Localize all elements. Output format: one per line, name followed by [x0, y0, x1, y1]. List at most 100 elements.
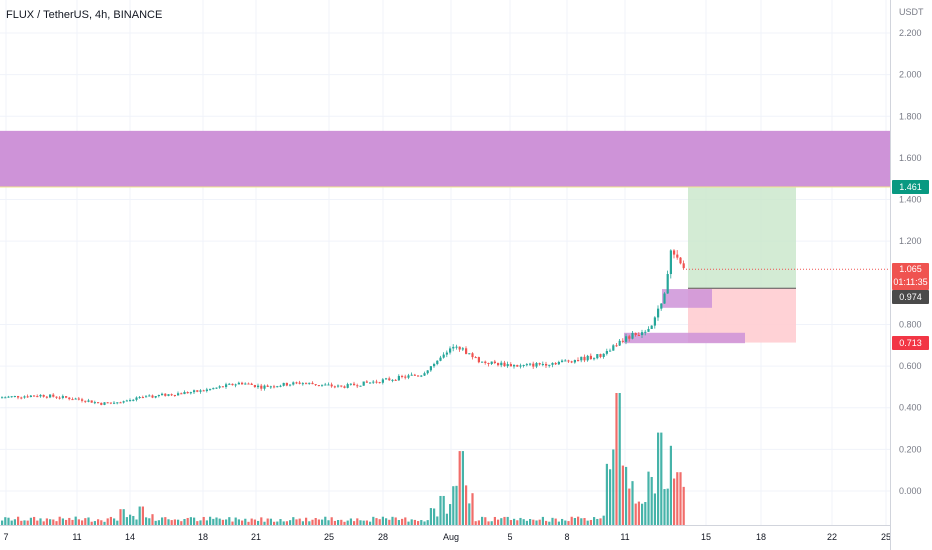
volume-bar: [564, 520, 567, 525]
y-tick-label: 1.200: [899, 236, 922, 246]
candle-body: [577, 360, 580, 362]
candle-body: [260, 385, 263, 389]
volume-bar: [429, 508, 432, 525]
candle-body: [407, 375, 410, 378]
candle-body: [218, 386, 221, 388]
volume-bar: [609, 469, 612, 525]
candle-body: [484, 361, 487, 364]
volume-bar: [317, 519, 320, 525]
volume-bar: [221, 519, 224, 525]
volume-bar: [577, 516, 580, 525]
candle-body: [564, 360, 567, 362]
volume-bar: [365, 520, 368, 525]
volume-bar: [20, 520, 23, 525]
volume-bar: [503, 516, 506, 525]
volume-bar: [628, 488, 631, 525]
volume-bar: [29, 517, 32, 525]
volume-bar: [666, 488, 669, 525]
volume-bar: [151, 514, 154, 525]
candle-body: [173, 394, 176, 396]
candle-body: [573, 360, 576, 363]
x-tick-label: 18: [756, 532, 766, 542]
candle-body: [452, 346, 455, 349]
candle-body: [170, 394, 173, 396]
volume-bar: [589, 519, 592, 525]
x-tick-label: 11: [620, 532, 629, 542]
volume-bar: [119, 509, 122, 525]
x-tick-label: 14: [125, 532, 135, 542]
entry-price-text: 0.974: [899, 292, 922, 302]
volume-bar: [420, 520, 423, 525]
candle-body: [468, 353, 471, 355]
volume-bar: [567, 521, 570, 525]
candle-body: [397, 375, 400, 381]
candle-body: [519, 365, 522, 367]
volume-bar: [141, 506, 144, 525]
candle-body: [378, 382, 381, 384]
volume-bar: [33, 516, 36, 525]
volume-bar: [257, 520, 260, 525]
candle-body: [106, 402, 109, 404]
volume-bar: [580, 518, 583, 525]
volume-bar: [468, 503, 471, 525]
stop-price-text: 0.713: [899, 338, 922, 348]
volume-bar: [52, 519, 55, 525]
volume-bar: [343, 521, 346, 525]
candle-body: [490, 361, 493, 364]
x-tick-label: 15: [701, 532, 711, 542]
x-tick-label: Aug: [443, 532, 459, 542]
candle-body: [401, 375, 404, 377]
volume-bar: [340, 519, 343, 525]
candle-body: [599, 354, 602, 357]
volume-bar: [237, 519, 240, 525]
y-tick-label: 0.000: [899, 486, 922, 496]
volume-bar: [516, 520, 519, 525]
candle-body: [231, 383, 234, 386]
candle-body: [618, 340, 621, 346]
candle-body: [292, 382, 295, 385]
candle-body: [346, 384, 349, 388]
volume-bar: [461, 451, 464, 525]
candle-body: [535, 363, 538, 367]
volume-bar: [481, 516, 484, 525]
volume-bar: [669, 445, 672, 525]
volume-bar: [218, 518, 221, 525]
candle-body: [215, 387, 218, 389]
candle-body: [212, 388, 215, 390]
candle-body: [343, 386, 346, 388]
candle-body: [276, 386, 279, 388]
volume-bar: [417, 521, 420, 525]
x-tick-label: 5: [507, 532, 512, 542]
volume-bar: [177, 519, 180, 525]
volume-bar: [433, 508, 436, 525]
candle-body: [138, 397, 141, 399]
volume-bar: [477, 520, 480, 525]
volume-bar: [445, 513, 448, 525]
candle-body: [439, 357, 442, 361]
candle-body: [673, 250, 676, 255]
candle-body: [103, 402, 106, 405]
volume-bar: [260, 517, 263, 525]
candle-body: [474, 357, 477, 359]
candle-body: [417, 375, 420, 377]
volume-bar: [65, 519, 68, 525]
candle-body: [602, 353, 605, 357]
candle-body: [337, 385, 340, 387]
candle-body: [65, 396, 68, 398]
candle-body: [653, 317, 656, 326]
volume-bar: [413, 519, 416, 525]
volume-bar: [324, 516, 327, 525]
volume-bar: [327, 520, 330, 525]
volume-bar: [573, 518, 576, 525]
candle-body: [93, 402, 96, 404]
volume-bar: [455, 485, 458, 525]
candle-body: [570, 361, 573, 363]
volume-bar: [170, 520, 173, 525]
candle-body: [372, 381, 375, 383]
volume-bar: [545, 520, 548, 525]
candle-body: [1, 397, 4, 399]
volume-bar: [644, 502, 647, 525]
candle-body: [410, 374, 413, 376]
volume-bar: [500, 518, 503, 525]
